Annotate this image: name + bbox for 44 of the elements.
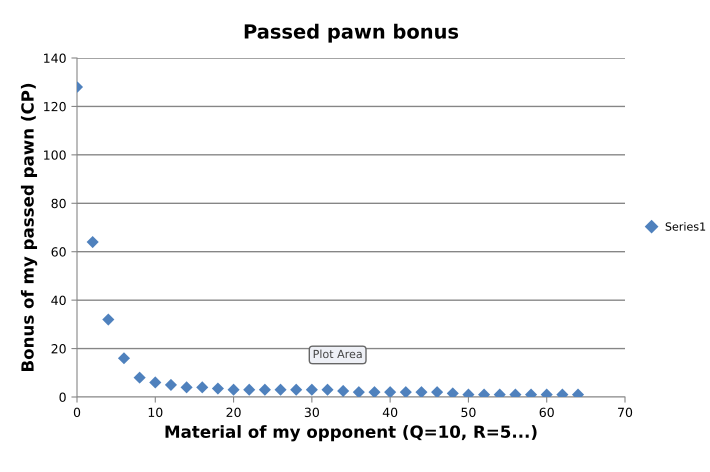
point [400, 386, 412, 397]
x-axis-title: Material of my opponent (Q=10, R=5...) [166, 425, 537, 442]
y-tick-label: 60 [52, 247, 66, 257]
y-axis-title: Bonus of my passed pawn (CP) [20, 84, 38, 372]
x-tick-label: 70 [618, 408, 632, 418]
x-tick-label: 10 [148, 408, 162, 418]
point [228, 384, 240, 396]
point [134, 372, 146, 384]
x-tick-label: 50 [461, 408, 476, 418]
point [180, 381, 193, 394]
point [149, 376, 162, 389]
point [415, 386, 428, 397]
y-tick-label: 120 [44, 102, 66, 112]
x-tick-label: 0 [74, 408, 80, 418]
point [212, 382, 224, 395]
y-tick-label: 20 [52, 344, 66, 354]
point [274, 384, 287, 396]
y-tick-label: 80 [52, 198, 66, 208]
y-tick-label: 100 [44, 150, 66, 160]
y-tick-label: 0 [59, 392, 66, 402]
point [290, 384, 302, 396]
x-tick-label: 30 [304, 408, 319, 418]
point [258, 384, 271, 396]
point [86, 236, 99, 248]
point [337, 384, 350, 397]
point [243, 384, 256, 396]
x-tick-label: 20 [226, 408, 241, 418]
point [321, 384, 334, 396]
legend-label: Series1 [666, 222, 706, 231]
point [102, 313, 114, 326]
point [306, 384, 318, 396]
y-tick-label: 140 [44, 53, 66, 63]
annotation: Plot Area [314, 350, 362, 358]
point [431, 386, 444, 397]
x-tick-label: 40 [382, 408, 398, 418]
point [368, 386, 381, 397]
point [118, 352, 130, 364]
point [196, 381, 208, 394]
point [352, 386, 365, 397]
x-tick-label: 60 [540, 408, 554, 418]
point [384, 386, 396, 397]
point [164, 378, 177, 391]
y-tick-label: 40 [51, 296, 66, 306]
chart-title: Passed pawn bonus [244, 24, 458, 43]
